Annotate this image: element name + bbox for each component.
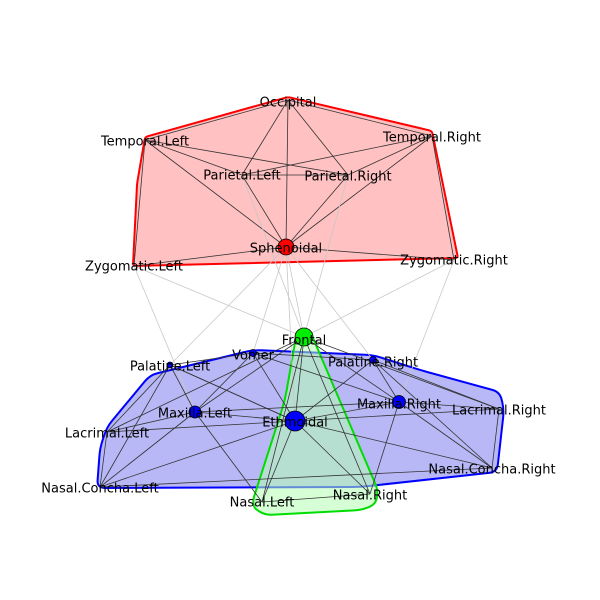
node-label-occipital: Occipital — [260, 96, 317, 111]
edge-sphenoidal-zygomatic_left — [133, 246, 287, 267]
edge-ethmoidal-nasal_concha_left — [99, 420, 296, 488]
edge-frontal-nasal_right — [303, 336, 371, 495]
edge-palatine_left-lacrimal_left — [106, 364, 171, 433]
edge-temporal_left-parietal_left — [144, 139, 243, 176]
edge-temporal_right-parietal_left — [241, 135, 433, 176]
edge-maxilla_right-nasal_right — [369, 401, 400, 495]
edge-sphenoidal-frontal — [285, 246, 305, 338]
node-label-sphenoidal: Sphenoidal — [250, 242, 322, 257]
node-marker-vomer — [249, 349, 257, 357]
edge-occipital-parietal_right — [287, 99, 349, 176]
node-marker-palatine-right — [369, 356, 377, 364]
edge-vomer-palatine_right — [252, 352, 374, 361]
edge-frontal-lacrimal_left — [106, 336, 305, 433]
node-label-zygomatic-right: Zygomatic.Right — [400, 254, 508, 269]
edge-maxilla_right-nasal_concha_right — [398, 401, 493, 469]
node-label-lacrimal-right: Lacrimal.Right — [452, 404, 546, 419]
edge-occipital-parietal_left — [241, 99, 289, 176]
edge-occipital-sphenoidal — [285, 99, 289, 248]
edge-vomer-palatine_left — [169, 352, 254, 366]
edge-maxilla_left-nasal_concha_left — [99, 411, 196, 488]
edge-ethmoidal-nasal_concha_right — [294, 420, 493, 469]
node-label-nasal-concha-right: Nasal.Concha.Right — [428, 463, 555, 478]
edge-palatine_right-lacrimal_right — [372, 359, 500, 410]
edge-sphenoidal-ethmoidal — [285, 246, 296, 422]
node-marker-frontal — [294, 327, 314, 347]
edge-temporal_right-sphenoidal — [285, 135, 433, 248]
edge-occipital-temporal_right — [287, 99, 433, 137]
edge-palatine_right-maxilla_right — [372, 359, 400, 403]
node-label-frontal: Frontal — [282, 334, 326, 349]
edge-parietal_left-frontal — [241, 174, 305, 338]
edge-maxilla_right-lacrimal_right — [398, 401, 500, 410]
node-labels: Occipital Temporal.Left Temporal.Right Pari… — [41, 96, 555, 511]
edge-ethmoidal-palatine_right — [294, 359, 374, 422]
edge-temporal_left-parietal_right — [144, 139, 349, 176]
edge-vomer-maxilla_left — [194, 352, 254, 413]
edge-ethmoidal-nasal_left — [261, 420, 296, 503]
edge-temporal_left-zygomatic_left — [133, 139, 146, 267]
edge-frontal-lacrimal_right — [303, 336, 500, 410]
edge-temporal_right-zygomatic_right — [431, 135, 455, 261]
edge-frontal-maxilla_left — [194, 336, 305, 413]
edge-ethmoidal-maxilla_left — [194, 411, 296, 422]
edge-maxilla_left-nasal_left — [194, 411, 263, 503]
node-label-parietal-left: Parietal.Left — [203, 169, 280, 184]
edge-temporal_right-parietal_right — [347, 135, 433, 176]
node-label-nasal-left: Nasal.Left — [230, 496, 295, 511]
edge-parietal_right-sphenoidal — [285, 174, 349, 248]
edge-parietal_right-frontal — [303, 174, 349, 338]
edge-maxilla_left-lacrimal_left — [106, 411, 196, 433]
node-marker-ethmoidal — [284, 410, 306, 432]
node-label-nasal-right: Nasal.Right — [333, 489, 407, 504]
edge-lacrimal_right-nasal_concha_right — [491, 408, 500, 469]
node-label-palatine-left: Palatine.Left — [130, 360, 210, 375]
edge-ethmoidal-vomer — [252, 352, 296, 422]
node-label-lacrimal-left: Lacrimal.Left — [65, 427, 149, 442]
edge-ethmoidal-lacrimal_left — [106, 420, 296, 433]
edge-lacrimal_left-nasal_concha_left — [99, 431, 108, 488]
edge-frontal-nasal_left — [261, 336, 305, 503]
group-hulls — [96, 96, 505, 516]
edge-zygomatic_left-frontal — [133, 265, 305, 338]
node-label-nasal-concha-left: Nasal.Concha.Left — [41, 482, 158, 497]
edge-vomer-maxilla_right — [252, 352, 400, 403]
node-marker-sphenoidal — [277, 238, 295, 256]
edge-zygomatic_right-maxilla_right — [398, 259, 455, 403]
edges — [99, 99, 500, 503]
edge-sphenoidal-palatine_left — [169, 246, 287, 366]
node-label-vomer: Vomer — [232, 349, 274, 364]
node-marker-maxilla-right — [392, 395, 406, 409]
edge-ethmoidal-maxilla_right — [294, 401, 400, 422]
edge-parietal_left-sphenoidal — [241, 174, 287, 248]
node-label-ethmoidal: Ethmoidal — [262, 416, 328, 431]
node-label-temporal-right: Temporal.Right — [382, 131, 481, 146]
node-label-temporal-left: Temporal.Left — [100, 135, 189, 150]
edge-sphenoidal-palatine_right — [285, 246, 374, 361]
edge-ethmoidal-nasal_right — [294, 420, 371, 495]
edge-palatine_left-ethmoidal — [169, 364, 296, 422]
edge-zygomatic_right-frontal — [303, 259, 455, 338]
node-label-maxilla-right: Maxilla.Right — [357, 398, 441, 413]
node-label-palatine-right: Palatine.Right — [328, 356, 418, 371]
node-label-zygomatic-left: Zygomatic.Left — [85, 260, 183, 275]
edge-palatine_right-nasal_concha_right — [372, 359, 493, 469]
edge-maxilla_left-maxilla_right — [194, 401, 400, 413]
edge-nasal_concha_left-nasal_concha_right — [99, 467, 493, 488]
node-marker-maxilla-left — [188, 405, 202, 419]
edge-occipital-temporal_left — [144, 99, 289, 141]
edge-palatine_left-maxilla_left — [169, 364, 196, 413]
edge-zygomatic_left-maxilla_left — [133, 265, 196, 413]
edge-ethmoidal-lacrimal_right — [294, 408, 500, 422]
edge-sphenoidal-vomer — [252, 246, 287, 354]
node-label-parietal-right: Parietal.Right — [304, 170, 391, 185]
edge-nasal_left-nasal_right — [261, 493, 371, 503]
node-marker-palatine-left — [166, 361, 174, 369]
nodes — [166, 238, 406, 432]
edge-sphenoidal-zygomatic_right — [285, 246, 455, 261]
node-label-maxilla-left: Maxilla.Left — [158, 407, 232, 422]
edge-frontal-maxilla_right — [303, 336, 400, 403]
